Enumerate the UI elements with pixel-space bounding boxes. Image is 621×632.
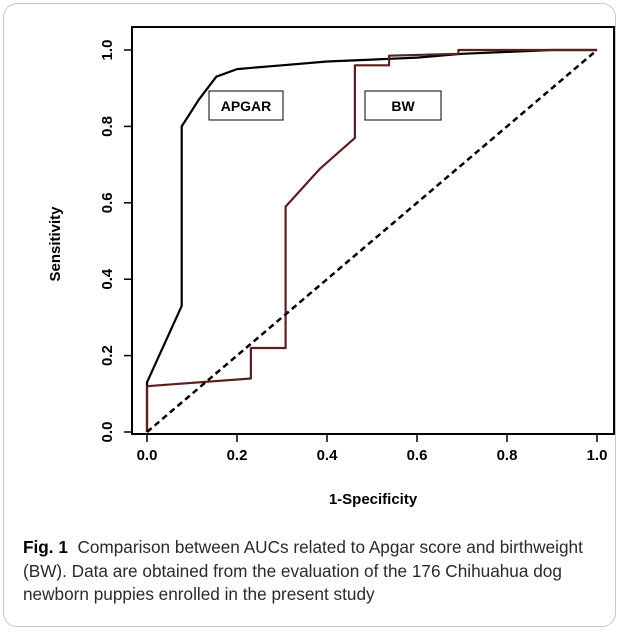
plot-frame bbox=[131, 26, 615, 435]
legend-apgar-box bbox=[208, 90, 284, 121]
y-tick-label: 0.4 bbox=[99, 268, 116, 290]
legend-bw: BW bbox=[364, 90, 442, 121]
x-tick-label: 1.0 bbox=[587, 447, 608, 464]
x-axis-title: 1-Specificity bbox=[329, 491, 418, 508]
figure-panel: 0.0 0.2 0.4 0.6 0.8 1.0 0.0 0.2 0.4 0.6 0.8 1.0 APG… bbox=[3, 3, 616, 627]
x-tick-label: 0.2 bbox=[227, 447, 248, 464]
series-line-apgar bbox=[145, 48, 597, 432]
series-layer bbox=[145, 48, 598, 433]
x-tick-label: 0.0 bbox=[137, 447, 158, 464]
y-tick-label: 0.0 bbox=[99, 422, 116, 443]
legend-bw-label: BW bbox=[391, 98, 415, 114]
y-axis-title: Sensitivity bbox=[47, 206, 64, 282]
legend-apgar-label: APGAR bbox=[221, 98, 272, 114]
legend-apgar: APGAR bbox=[208, 90, 284, 121]
figure-caption: Fig. 1 Comparison between AUCs related t… bbox=[23, 536, 613, 607]
x-tick-label: 0.6 bbox=[407, 447, 428, 464]
y-tick-label: 0.8 bbox=[99, 116, 116, 137]
series-line-bw bbox=[145, 48, 597, 432]
y-tick-label: 0.2 bbox=[99, 345, 116, 366]
roc-chart: 0.0 0.2 0.4 0.6 0.8 1.0 0.0 0.2 0.4 0.6 0.8 1.0 APG… bbox=[47, 26, 615, 508]
y-tick-label: 0.6 bbox=[99, 192, 116, 213]
legend-bw-box bbox=[364, 90, 442, 121]
x-tick-label: 0.8 bbox=[497, 447, 518, 464]
reference-diagonal-line bbox=[146, 49, 598, 433]
axis-ticks: 0.0 0.2 0.4 0.6 0.8 1.0 0.0 0.2 0.4 0.6 0.8 1.0 bbox=[99, 40, 607, 464]
caption-text: Comparison between AUCs related to Apgar… bbox=[23, 537, 583, 604]
caption-label: Fig. 1 bbox=[23, 537, 68, 557]
x-tick-label: 0.4 bbox=[317, 447, 339, 464]
y-tick-label: 1.0 bbox=[99, 40, 116, 61]
